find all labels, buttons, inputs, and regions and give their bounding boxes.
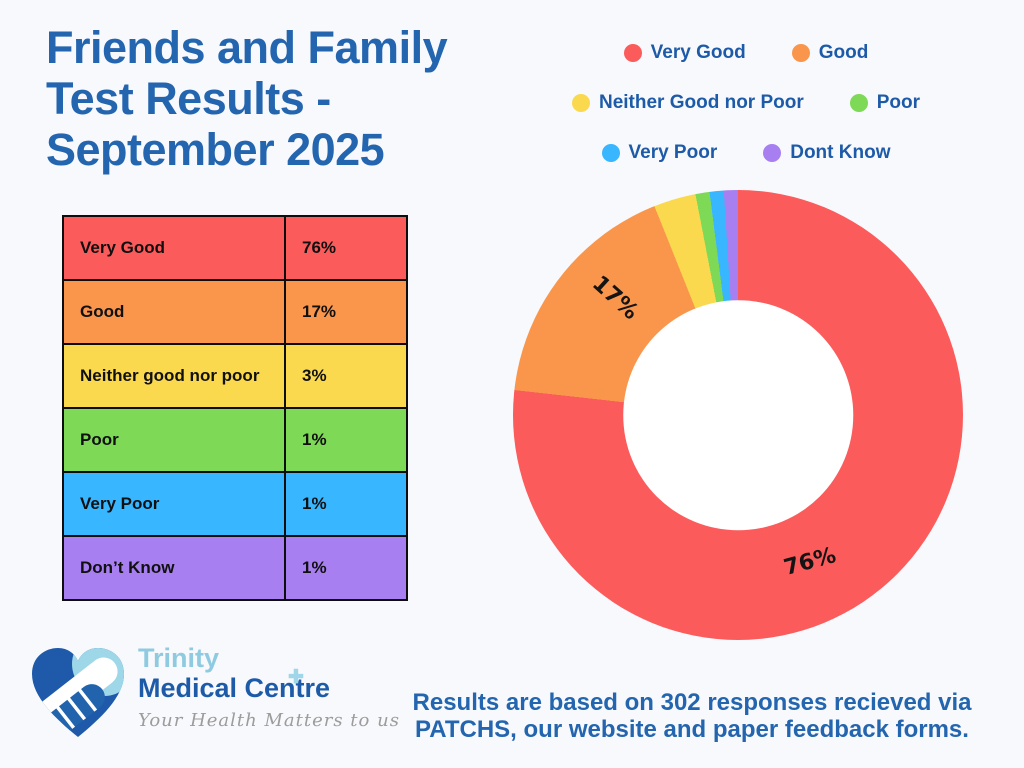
logo-tagline: Your Health Matters to us [138, 710, 400, 731]
logo-text: Trinity Medical Centre ✚ Your Health Mat… [138, 643, 400, 732]
table-cell-label: Good [64, 281, 286, 343]
table-row-neither: Neither good nor poor 3% [64, 345, 406, 409]
legend-dot-good-icon [791, 44, 810, 62]
table-row-very-good: Very Good 76% [64, 217, 406, 281]
donut-chart: 76% 17% [513, 190, 963, 640]
legend-dot-dont-know-icon [763, 144, 782, 162]
legend-item-poor: Poor [849, 92, 921, 114]
heart-handshake-icon [32, 648, 124, 737]
footer-line2: PATCHS, our website and paper feedback f… [415, 716, 969, 743]
logo-name-medical-centre: Medical Centre ✚ [138, 667, 400, 704]
table-cell-label: Very Poor [64, 473, 286, 535]
table-cell-value: 1% [302, 558, 327, 577]
legend-row-3: Very Poor Dont Know [538, 142, 954, 164]
legend-label-neither: Neither Good nor Poor [598, 92, 804, 113]
legend-dot-poor-icon [849, 94, 868, 112]
legend-item-dont-know: Dont Know [763, 142, 890, 164]
table-cell-value: 1% [302, 494, 327, 513]
page-title-line1: Friends and Family [46, 22, 448, 73]
table-row-good: Good 17% [64, 281, 406, 345]
footer-note: Results are based on 302 responses recie… [360, 689, 1024, 743]
page-title: Friends and Family Test Results - Septem… [46, 22, 448, 175]
table-cell-label: Neither good nor poor [64, 345, 286, 407]
legend-label-dont-know: Dont Know [790, 142, 891, 163]
table-cell-label: Don’t Know [64, 537, 286, 599]
results-table: Very Good 76% Good 17% Neither good nor … [62, 215, 408, 601]
page-title-line3: September 2025 [46, 124, 385, 175]
legend-label-poor: Poor [876, 92, 921, 113]
legend-row-1: Very Good Good [538, 42, 954, 64]
legend-item-very-poor: Very Poor [601, 142, 718, 164]
table-row-dont-know: Don’t Know 1% [64, 537, 406, 599]
table-row-poor: Poor 1% [64, 409, 406, 473]
table-row-very-poor: Very Poor 1% [64, 473, 406, 537]
logo: Trinity Medical Centre ✚ Your Health Mat… [26, 644, 400, 744]
page-title-line2: Test Results - [46, 73, 331, 124]
donut-hole [623, 300, 853, 530]
table-cell-value: 76% [302, 238, 337, 257]
legend-item-very-good: Very Good [623, 42, 746, 64]
legend-row-2: Neither Good nor Poor Poor [538, 92, 954, 114]
table-cell-value: 1% [302, 430, 327, 449]
legend-item-good: Good [791, 42, 869, 64]
table-cell-value: 3% [302, 366, 327, 385]
table-cell-label: Very Good [64, 217, 286, 279]
footer-line1: Results are based on 302 responses recie… [412, 689, 972, 716]
legend-label-very-good: Very Good [650, 42, 746, 63]
legend-dot-neither-icon [571, 94, 590, 112]
logo-name-medical-centre-text: Medical Centre [138, 673, 331, 703]
legend-dot-very-poor-icon [601, 144, 620, 162]
logo-name-trinity: Trinity [138, 643, 220, 673]
legend-dot-very-good-icon [623, 44, 642, 62]
legend-item-neither: Neither Good nor Poor [571, 92, 804, 114]
table-cell-label: Poor [64, 409, 286, 471]
medical-plus-icon: ✚ [288, 667, 304, 688]
chart-legend: Very Good Good Neither Good nor Poor Poo… [538, 42, 954, 164]
legend-label-good: Good [818, 42, 869, 63]
legend-label-very-poor: Very Poor [628, 142, 718, 163]
table-cell-value: 17% [302, 302, 337, 321]
